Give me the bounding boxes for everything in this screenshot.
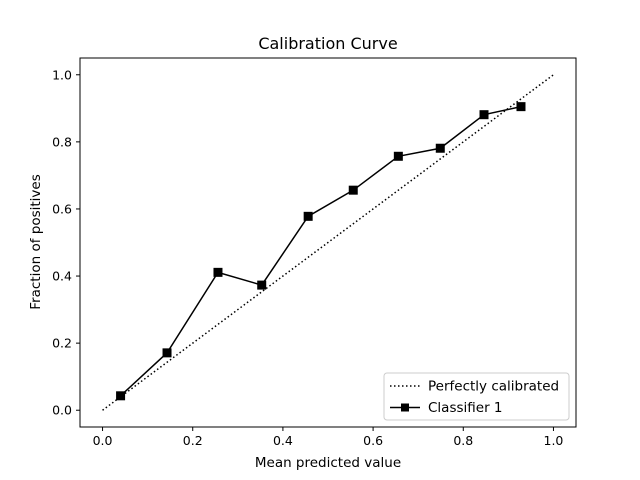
legend: Perfectly calibrated Classifier 1 [383, 372, 570, 421]
data-point-marker [162, 348, 172, 358]
perfect-calibration-line [102, 74, 554, 411]
data-point-marker [213, 267, 223, 277]
data-point-marker [257, 280, 267, 290]
data-point-marker [348, 185, 358, 195]
y-tick-label: 0.4 [52, 269, 72, 284]
x-tick-label: 0.8 [453, 433, 473, 448]
y-tick-label: 0.2 [52, 336, 72, 351]
x-tick-label: 0.4 [273, 433, 293, 448]
x-tick-label: 1.0 [544, 433, 564, 448]
plot-area: 0.0 0.2 0.4 0.6 0.8 1.0 0.0 0.2 0.4 0.6 0.8 1.0 [52, 57, 577, 448]
x-tick-label: 0.6 [363, 433, 383, 448]
x-axis-title: Mean predicted value [255, 455, 401, 471]
data-point-marker [116, 391, 126, 401]
x-tick-label: 0.2 [183, 433, 203, 448]
x-tick-label: 0.0 [93, 433, 113, 448]
y-tick-label: 0.0 [52, 403, 72, 418]
y-tick-label: 1.0 [52, 67, 72, 82]
data-point-marker [435, 143, 445, 153]
y-tick-label: 0.8 [52, 134, 72, 149]
legend-box [383, 372, 570, 421]
data-point-marker [303, 211, 313, 221]
classifier-line [120, 105, 522, 397]
legend-label: Perfectly calibrated [428, 379, 559, 395]
axes-frame [79, 57, 577, 428]
legend-marker [401, 403, 409, 412]
legend-label: Classifier 1 [428, 400, 503, 416]
y-tick-label: 0.6 [52, 201, 72, 216]
y-axis-title: Fraction of positives [28, 174, 44, 309]
data-point-marker [479, 110, 489, 120]
data-point-marker [393, 151, 403, 161]
data-point-marker [516, 102, 526, 112]
chart-title: Calibration Curve [258, 34, 397, 53]
